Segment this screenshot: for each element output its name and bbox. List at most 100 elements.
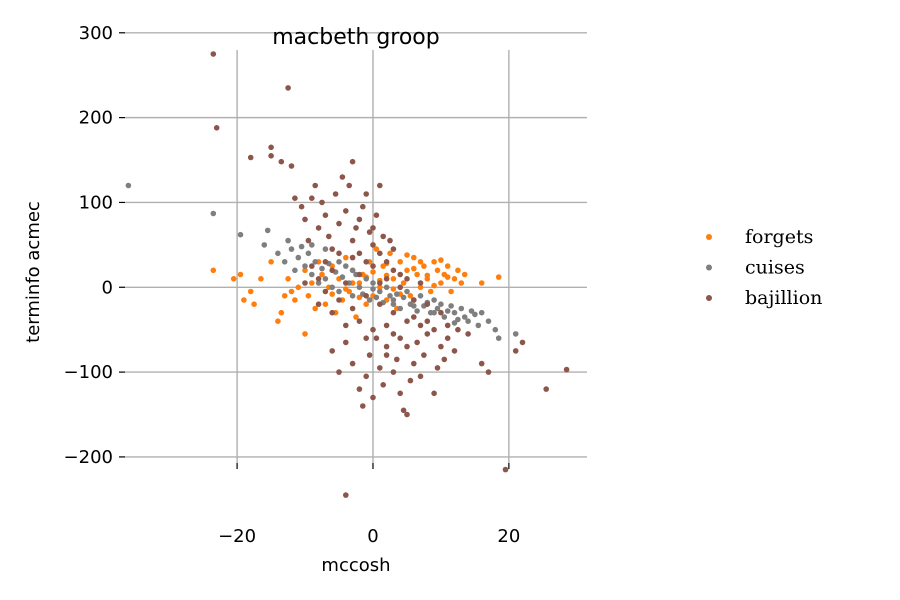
data-point <box>349 360 356 367</box>
data-point <box>397 305 404 312</box>
data-point <box>309 242 315 248</box>
data-point <box>417 322 424 329</box>
data-point <box>305 237 312 244</box>
data-point <box>363 276 370 282</box>
data-point <box>377 280 383 286</box>
data-point <box>495 274 502 280</box>
data-point <box>288 246 295 252</box>
data-point <box>315 280 322 286</box>
data-point <box>461 271 468 278</box>
data-point <box>366 352 373 358</box>
data-point <box>404 288 410 295</box>
data-point <box>394 356 400 363</box>
data-point <box>438 301 444 308</box>
data-point <box>336 250 342 257</box>
data-point <box>478 309 485 316</box>
data-point <box>292 297 298 303</box>
data-point <box>383 259 390 265</box>
data-point <box>411 360 417 367</box>
data-point <box>285 276 291 282</box>
data-point <box>343 286 349 292</box>
data-point <box>349 305 356 312</box>
legend-label: cuises <box>745 257 805 279</box>
data-point <box>451 309 458 316</box>
data-point <box>455 267 461 274</box>
data-point <box>319 265 325 272</box>
data-point <box>465 331 471 337</box>
data-point <box>309 280 315 286</box>
data-point <box>495 335 502 342</box>
data-point <box>349 267 356 274</box>
data-point <box>309 263 315 269</box>
data-point <box>370 225 376 231</box>
data-point <box>431 390 437 397</box>
data-point <box>407 377 414 384</box>
data-point <box>431 297 437 303</box>
data-point <box>237 271 244 278</box>
legend-label: forgets <box>745 226 813 248</box>
data-point <box>380 233 387 240</box>
data-point <box>339 174 346 180</box>
x-tick-label: −20 <box>218 526 256 547</box>
data-point <box>383 343 390 350</box>
legend-marker <box>706 234 712 240</box>
data-point <box>421 263 427 269</box>
data-point <box>431 309 437 316</box>
data-point <box>421 352 427 358</box>
data-point <box>302 267 308 274</box>
data-point <box>397 390 404 397</box>
data-point <box>434 267 441 274</box>
data-point <box>390 331 397 337</box>
data-point <box>383 352 390 358</box>
y-axis-label: terminfo acmec <box>23 201 44 343</box>
data-point <box>448 303 454 309</box>
data-point <box>370 326 376 333</box>
data-point <box>326 233 332 240</box>
data-point <box>295 254 302 261</box>
data-point <box>336 369 342 375</box>
data-point <box>468 308 475 314</box>
data-point <box>438 280 444 286</box>
data-point <box>377 301 383 308</box>
data-point <box>356 284 363 291</box>
y-tick-label: 200 <box>79 108 113 129</box>
data-point <box>404 318 410 325</box>
data-point <box>305 293 312 299</box>
data-point <box>431 259 437 265</box>
data-point <box>343 339 349 346</box>
data-point <box>424 318 431 325</box>
data-point <box>390 297 397 303</box>
grid <box>125 32 587 463</box>
data-point <box>370 286 376 292</box>
data-point <box>451 276 458 282</box>
data-point <box>451 348 458 354</box>
scatter-points <box>125 51 570 498</box>
data-point <box>302 216 308 223</box>
data-point <box>417 373 424 380</box>
y-tick-label: −100 <box>64 362 113 383</box>
data-point <box>329 291 336 297</box>
data-point <box>370 280 376 286</box>
data-point <box>329 309 336 316</box>
data-point <box>356 386 363 392</box>
data-point <box>563 366 570 373</box>
data-point <box>404 252 410 258</box>
data-point <box>292 267 298 274</box>
data-point <box>458 280 465 286</box>
data-point <box>298 203 305 210</box>
data-point <box>302 280 308 286</box>
data-point <box>390 246 397 252</box>
data-point <box>404 411 410 418</box>
data-point <box>363 259 370 265</box>
data-point <box>512 331 519 337</box>
data-point <box>343 263 349 269</box>
data-point <box>387 237 393 244</box>
series-forgets <box>210 246 502 337</box>
data-point <box>485 318 492 325</box>
data-point <box>438 343 444 350</box>
data-point <box>349 254 356 261</box>
data-point <box>397 284 404 291</box>
data-point <box>315 276 322 282</box>
data-point <box>431 326 437 333</box>
legend-marker <box>706 264 712 271</box>
